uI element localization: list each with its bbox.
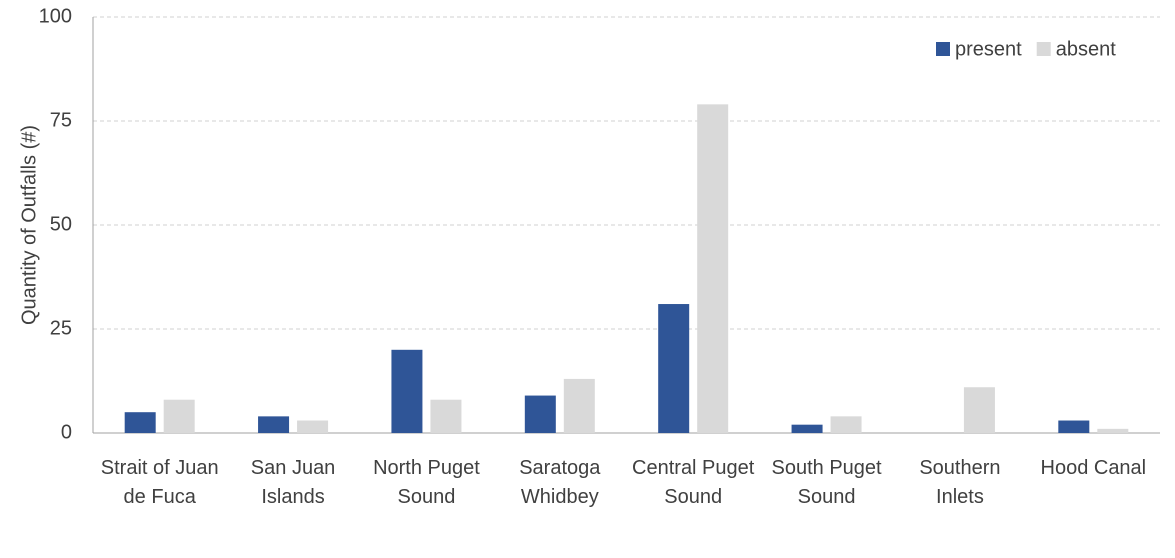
bar <box>1097 428 1129 433</box>
bar <box>124 412 156 433</box>
y-tick-label: 50 <box>50 213 72 235</box>
x-tick-label: Saratoga Whidbey <box>519 457 601 508</box>
bar <box>430 399 462 433</box>
y-tick-label: 100 <box>39 5 72 27</box>
x-tick-label: Central Puget Sound <box>632 457 755 508</box>
x-tick-label: San Juan Islands <box>250 457 336 508</box>
bar <box>391 349 423 433</box>
bar <box>1058 420 1090 433</box>
bar <box>658 304 690 433</box>
x-tick-label: Hood Canal <box>1040 457 1147 479</box>
bar <box>791 424 823 433</box>
x-tick-label: Southern Inlets <box>919 457 1001 508</box>
bar <box>297 420 329 433</box>
y-tick-label: 25 <box>50 317 72 339</box>
legend-label: absent <box>1056 38 1116 60</box>
y-axis-label: Quantity of Outfalls (#) <box>18 125 40 325</box>
legend-swatch <box>936 42 950 56</box>
bar <box>563 378 595 433</box>
bar <box>963 387 995 433</box>
x-tick-label: North Puget Sound <box>373 457 480 508</box>
bar <box>697 104 729 434</box>
bar <box>258 416 290 433</box>
bar <box>524 395 556 433</box>
legend-label: present <box>955 38 1022 60</box>
x-tick-label: South Puget Sound <box>771 457 882 508</box>
legend-swatch <box>1036 42 1051 56</box>
bar <box>830 416 862 433</box>
x-tick-label: Strait of Juan de Fuca <box>100 457 219 508</box>
y-tick-label: 0 <box>61 421 72 443</box>
y-tick-label: 75 <box>50 109 72 131</box>
bar <box>163 399 195 433</box>
